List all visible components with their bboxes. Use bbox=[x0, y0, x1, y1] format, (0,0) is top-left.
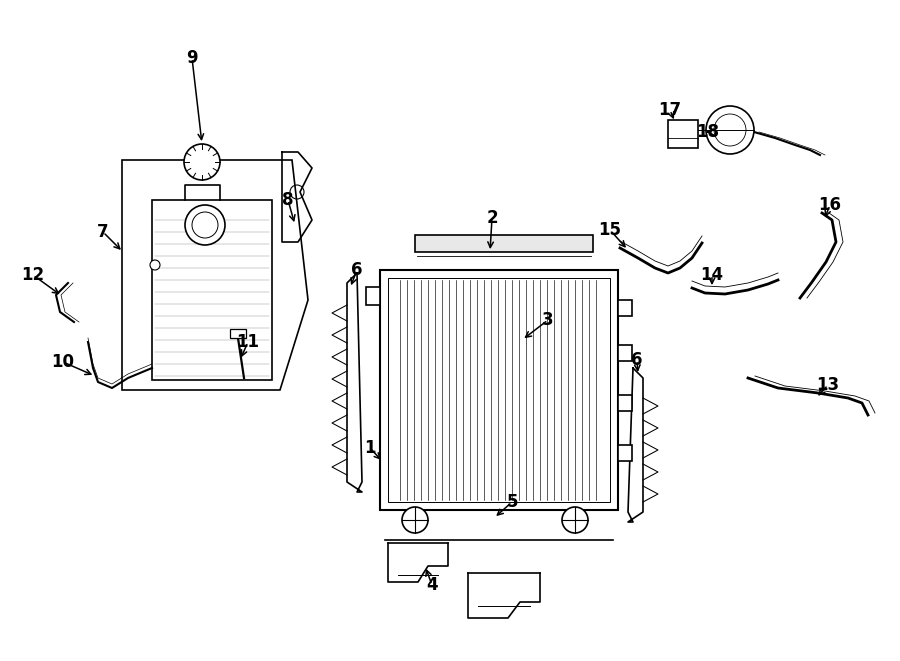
Circle shape bbox=[706, 106, 754, 154]
Text: 6: 6 bbox=[351, 261, 363, 279]
Bar bbox=[618, 345, 632, 361]
Text: 14: 14 bbox=[700, 266, 724, 284]
Polygon shape bbox=[152, 200, 272, 380]
Bar bbox=[366, 287, 380, 305]
Text: 5: 5 bbox=[506, 493, 518, 511]
Circle shape bbox=[402, 507, 428, 533]
Bar bbox=[668, 120, 698, 148]
Text: 10: 10 bbox=[51, 353, 75, 371]
Circle shape bbox=[185, 205, 225, 245]
Text: 2: 2 bbox=[486, 209, 498, 227]
Text: 7: 7 bbox=[97, 223, 109, 241]
Circle shape bbox=[184, 144, 220, 180]
Text: 18: 18 bbox=[697, 123, 719, 141]
Bar bbox=[618, 445, 632, 461]
Text: 11: 11 bbox=[237, 333, 259, 351]
Circle shape bbox=[150, 260, 160, 270]
Text: 16: 16 bbox=[818, 196, 842, 214]
Text: 9: 9 bbox=[186, 49, 198, 67]
Bar bbox=[618, 300, 632, 316]
Bar bbox=[388, 278, 610, 502]
Circle shape bbox=[562, 507, 588, 533]
Bar bbox=[618, 395, 632, 411]
Text: 1: 1 bbox=[364, 439, 376, 457]
Text: 17: 17 bbox=[659, 101, 681, 119]
Text: 6: 6 bbox=[631, 351, 643, 369]
Text: 8: 8 bbox=[283, 191, 293, 209]
Text: 12: 12 bbox=[22, 266, 45, 284]
Text: 13: 13 bbox=[816, 376, 840, 394]
Bar bbox=[415, 235, 593, 252]
Bar bbox=[230, 329, 246, 338]
Text: 3: 3 bbox=[542, 311, 554, 329]
Text: 4: 4 bbox=[427, 576, 437, 594]
Text: 15: 15 bbox=[598, 221, 622, 239]
Bar bbox=[380, 270, 618, 510]
